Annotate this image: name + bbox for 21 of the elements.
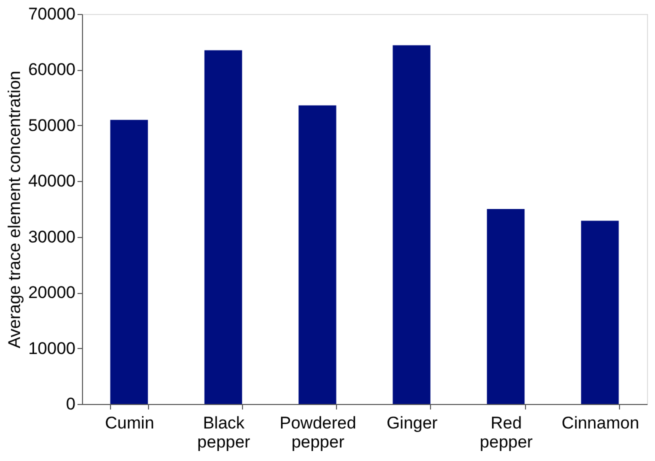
y-tick-label: 30000 <box>28 227 76 246</box>
bar <box>392 45 430 404</box>
y-tick-label: 60000 <box>28 60 76 80</box>
bar <box>204 50 242 404</box>
x-tick-label: Cinnamon <box>562 414 640 432</box>
y-tick-label: 40000 <box>28 172 76 191</box>
y-tick-label: 0 <box>66 394 76 414</box>
x-tick-label: Powdered pepper <box>280 414 356 452</box>
x-tick-label: Red pepper <box>480 414 534 452</box>
y-tick-label: 10000 <box>28 338 76 358</box>
bar <box>110 120 148 404</box>
y-tick-label: 50000 <box>28 116 76 135</box>
bar <box>298 105 336 404</box>
bar <box>486 209 525 404</box>
y-tick-label: 20000 <box>28 283 76 302</box>
x-tick-label: Black pepper <box>197 414 251 452</box>
x-tick-label: Ginger <box>386 414 438 432</box>
bar <box>581 220 619 404</box>
x-tick-label: Cumin <box>105 414 154 432</box>
y-axis-title: Average trace element concentration <box>5 70 24 348</box>
y-tick-label: 70000 <box>28 4 76 24</box>
